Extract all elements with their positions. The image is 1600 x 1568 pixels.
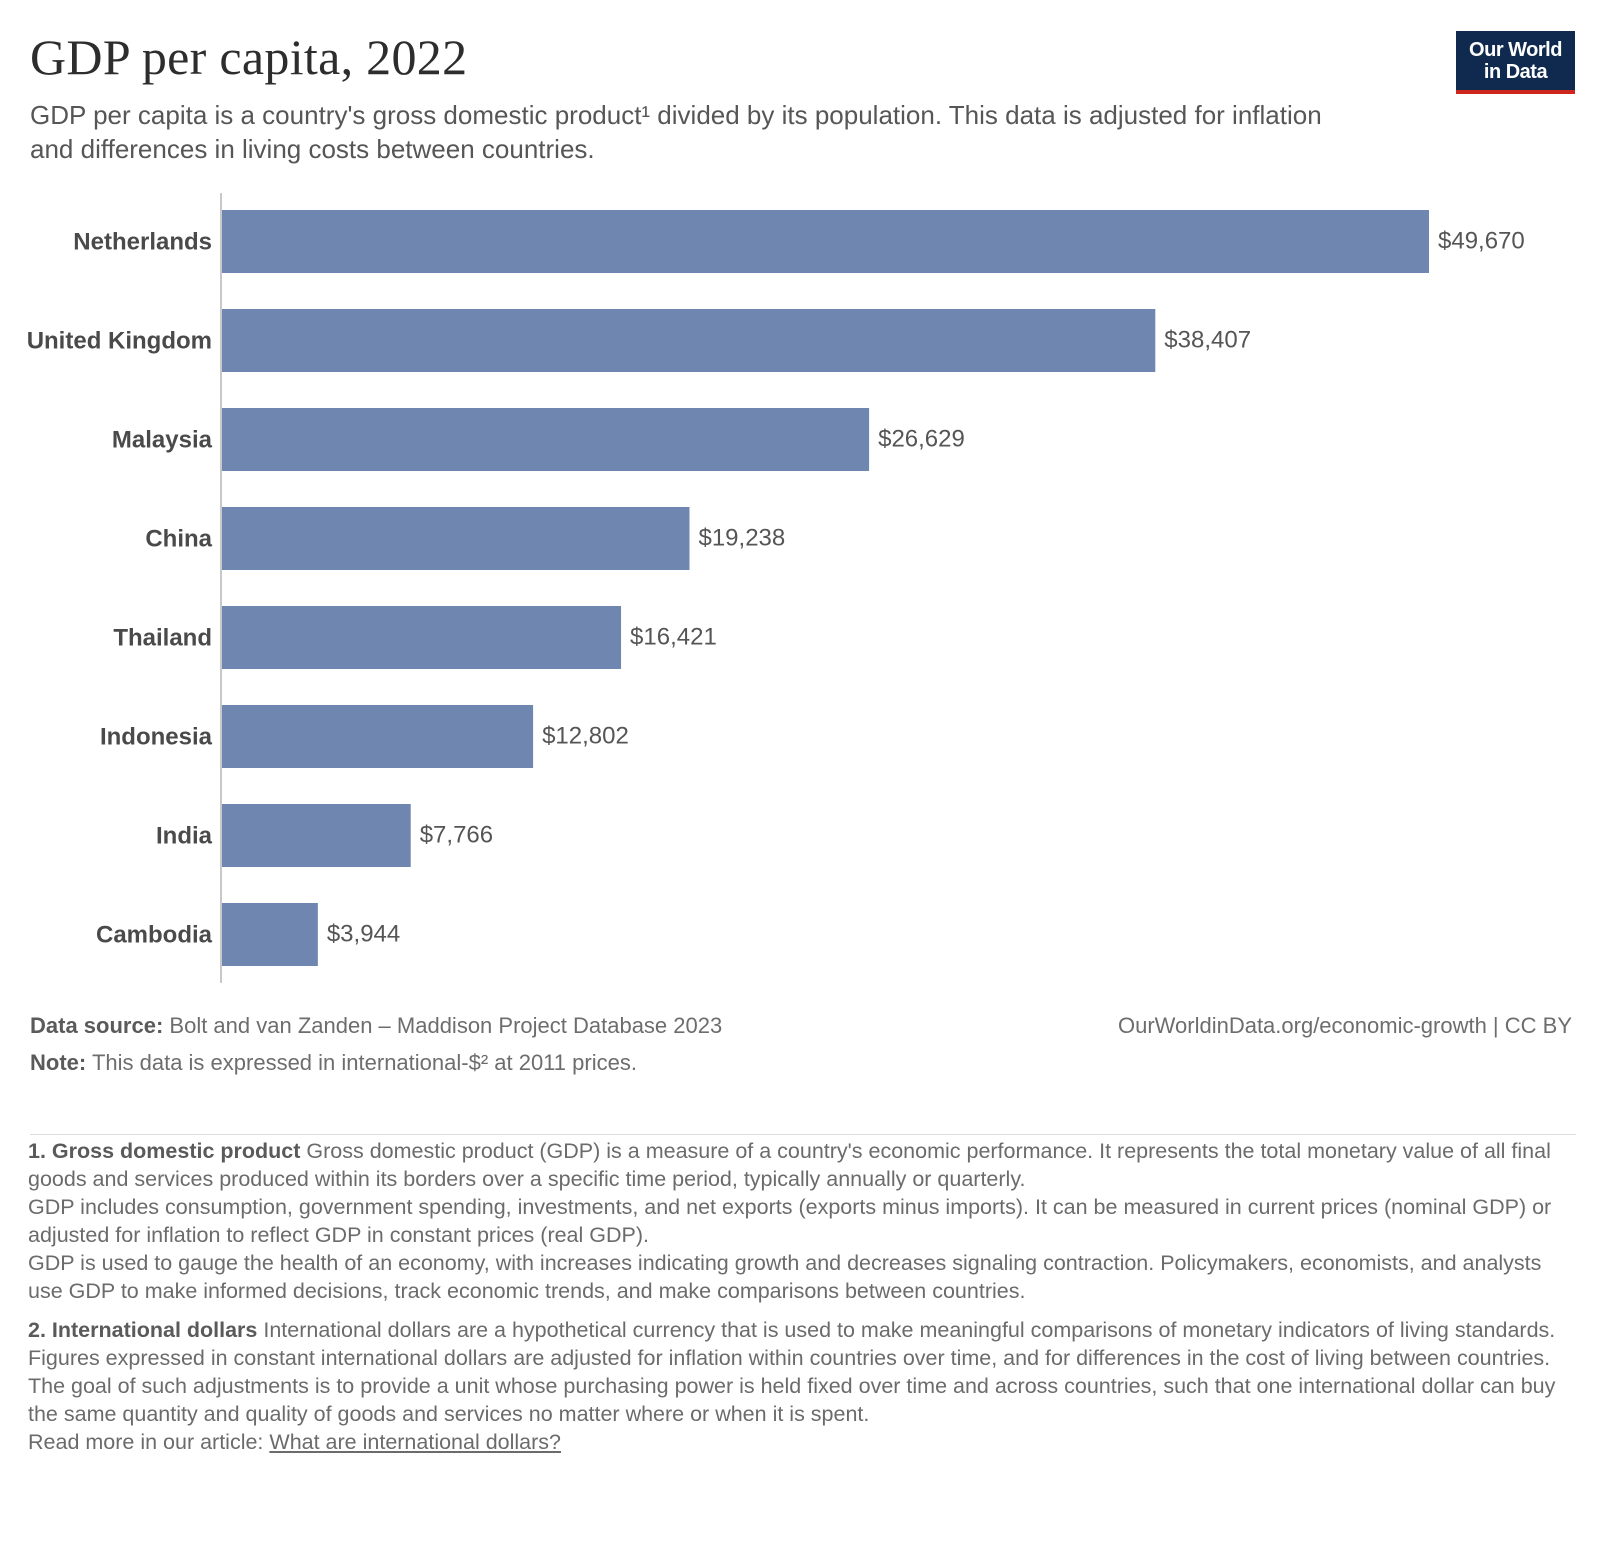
logo-line-1: Our World (1469, 39, 1562, 61)
value-label-india: $7,766 (420, 822, 493, 849)
chart-title: GDP per capita, 2022 (30, 29, 468, 85)
footnote-2-para-3: The goal of such adjustments is to provi… (28, 1374, 1556, 1426)
footnote-2-para-2: Figures expressed in constant internatio… (28, 1346, 1551, 1370)
data-source-label: Data source: (30, 1013, 164, 1038)
bar-thailand[interactable] (222, 606, 622, 669)
category-label-india: India (156, 823, 213, 850)
chart-subtitle: GDP per capita is a country's gross dome… (30, 100, 1322, 164)
value-label-united-kingdom: $38,407 (1164, 327, 1251, 354)
footnote-2-para-1: 2. International dollars International d… (28, 1316, 1558, 1344)
section-divider (30, 1134, 1576, 1135)
category-label-netherlands: Netherlands (73, 229, 212, 256)
value-label-malaysia: $26,629 (878, 426, 965, 453)
bar-china[interactable] (222, 507, 690, 570)
footnote-1-para-1: 1. Gross domestic product Gross domestic… (28, 1137, 1558, 1193)
footnote-1-text-1: Gross domestic product (GDP) is a measur… (28, 1139, 1551, 1191)
data-source: Data source: Bolt and van Zanden – Maddi… (30, 1013, 722, 1039)
footnote-2-title: 2. International dollars (28, 1318, 258, 1342)
footnote-1-para-3: GDP is used to gauge the health of an ec… (28, 1251, 1542, 1303)
read-more-prefix: Read more in our article: (28, 1430, 264, 1454)
data-source-text: Bolt and van Zanden – Maddison Project D… (169, 1013, 723, 1038)
bar-united-kingdom[interactable] (222, 309, 1156, 372)
logo-line-2: in Data (1483, 61, 1548, 83)
footnote-2: 2. International dollars International d… (28, 1316, 1558, 1456)
footnote-1: 1. Gross domestic product Gross domestic… (28, 1137, 1558, 1305)
bar-netherlands[interactable] (222, 210, 1429, 273)
category-label-china: China (145, 526, 212, 553)
note-label: Note: (30, 1050, 87, 1075)
value-label-china: $19,238 (698, 525, 785, 552)
value-label-netherlands: $49,670 (1438, 228, 1525, 255)
value-label-cambodia: $3,944 (327, 921, 400, 948)
value-label-indonesia: $12,802 (542, 723, 629, 750)
owid-logo[interactable]: Our World in Data (1456, 31, 1575, 94)
bar-malaysia[interactable] (222, 408, 870, 471)
bar-chart: Netherlands $49,670 United Kingdom $38,407 M… (27, 193, 1525, 983)
footnote-2-text-1: International dollars are a hypothetical… (263, 1318, 1556, 1342)
category-label-united-kingdom: United Kingdom (27, 328, 212, 355)
category-label-indonesia: Indonesia (100, 724, 213, 751)
category-label-malaysia: Malaysia (112, 427, 213, 454)
footnote-1-title: 1. Gross domestic product (28, 1139, 301, 1163)
read-more-link[interactable]: What are international dollars? (269, 1430, 562, 1454)
read-more: Read more in our article: What are inter… (28, 1428, 1558, 1456)
category-label-thailand: Thailand (113, 625, 212, 652)
footnote-1-para-2: GDP includes consumption, government spe… (28, 1195, 1552, 1247)
data-note: Note: This data is expressed in internat… (30, 1050, 637, 1076)
bar-indonesia[interactable] (222, 705, 534, 768)
note-text: This data is expressed in international-… (91, 1050, 637, 1075)
value-label-thailand: $16,421 (630, 624, 717, 651)
attribution-link[interactable]: OurWorldinData.org/economic-growth | CC … (1117, 1013, 1572, 1038)
bar-india[interactable] (222, 804, 411, 867)
category-label-cambodia: Cambodia (96, 922, 213, 949)
bar-cambodia[interactable] (222, 903, 318, 966)
